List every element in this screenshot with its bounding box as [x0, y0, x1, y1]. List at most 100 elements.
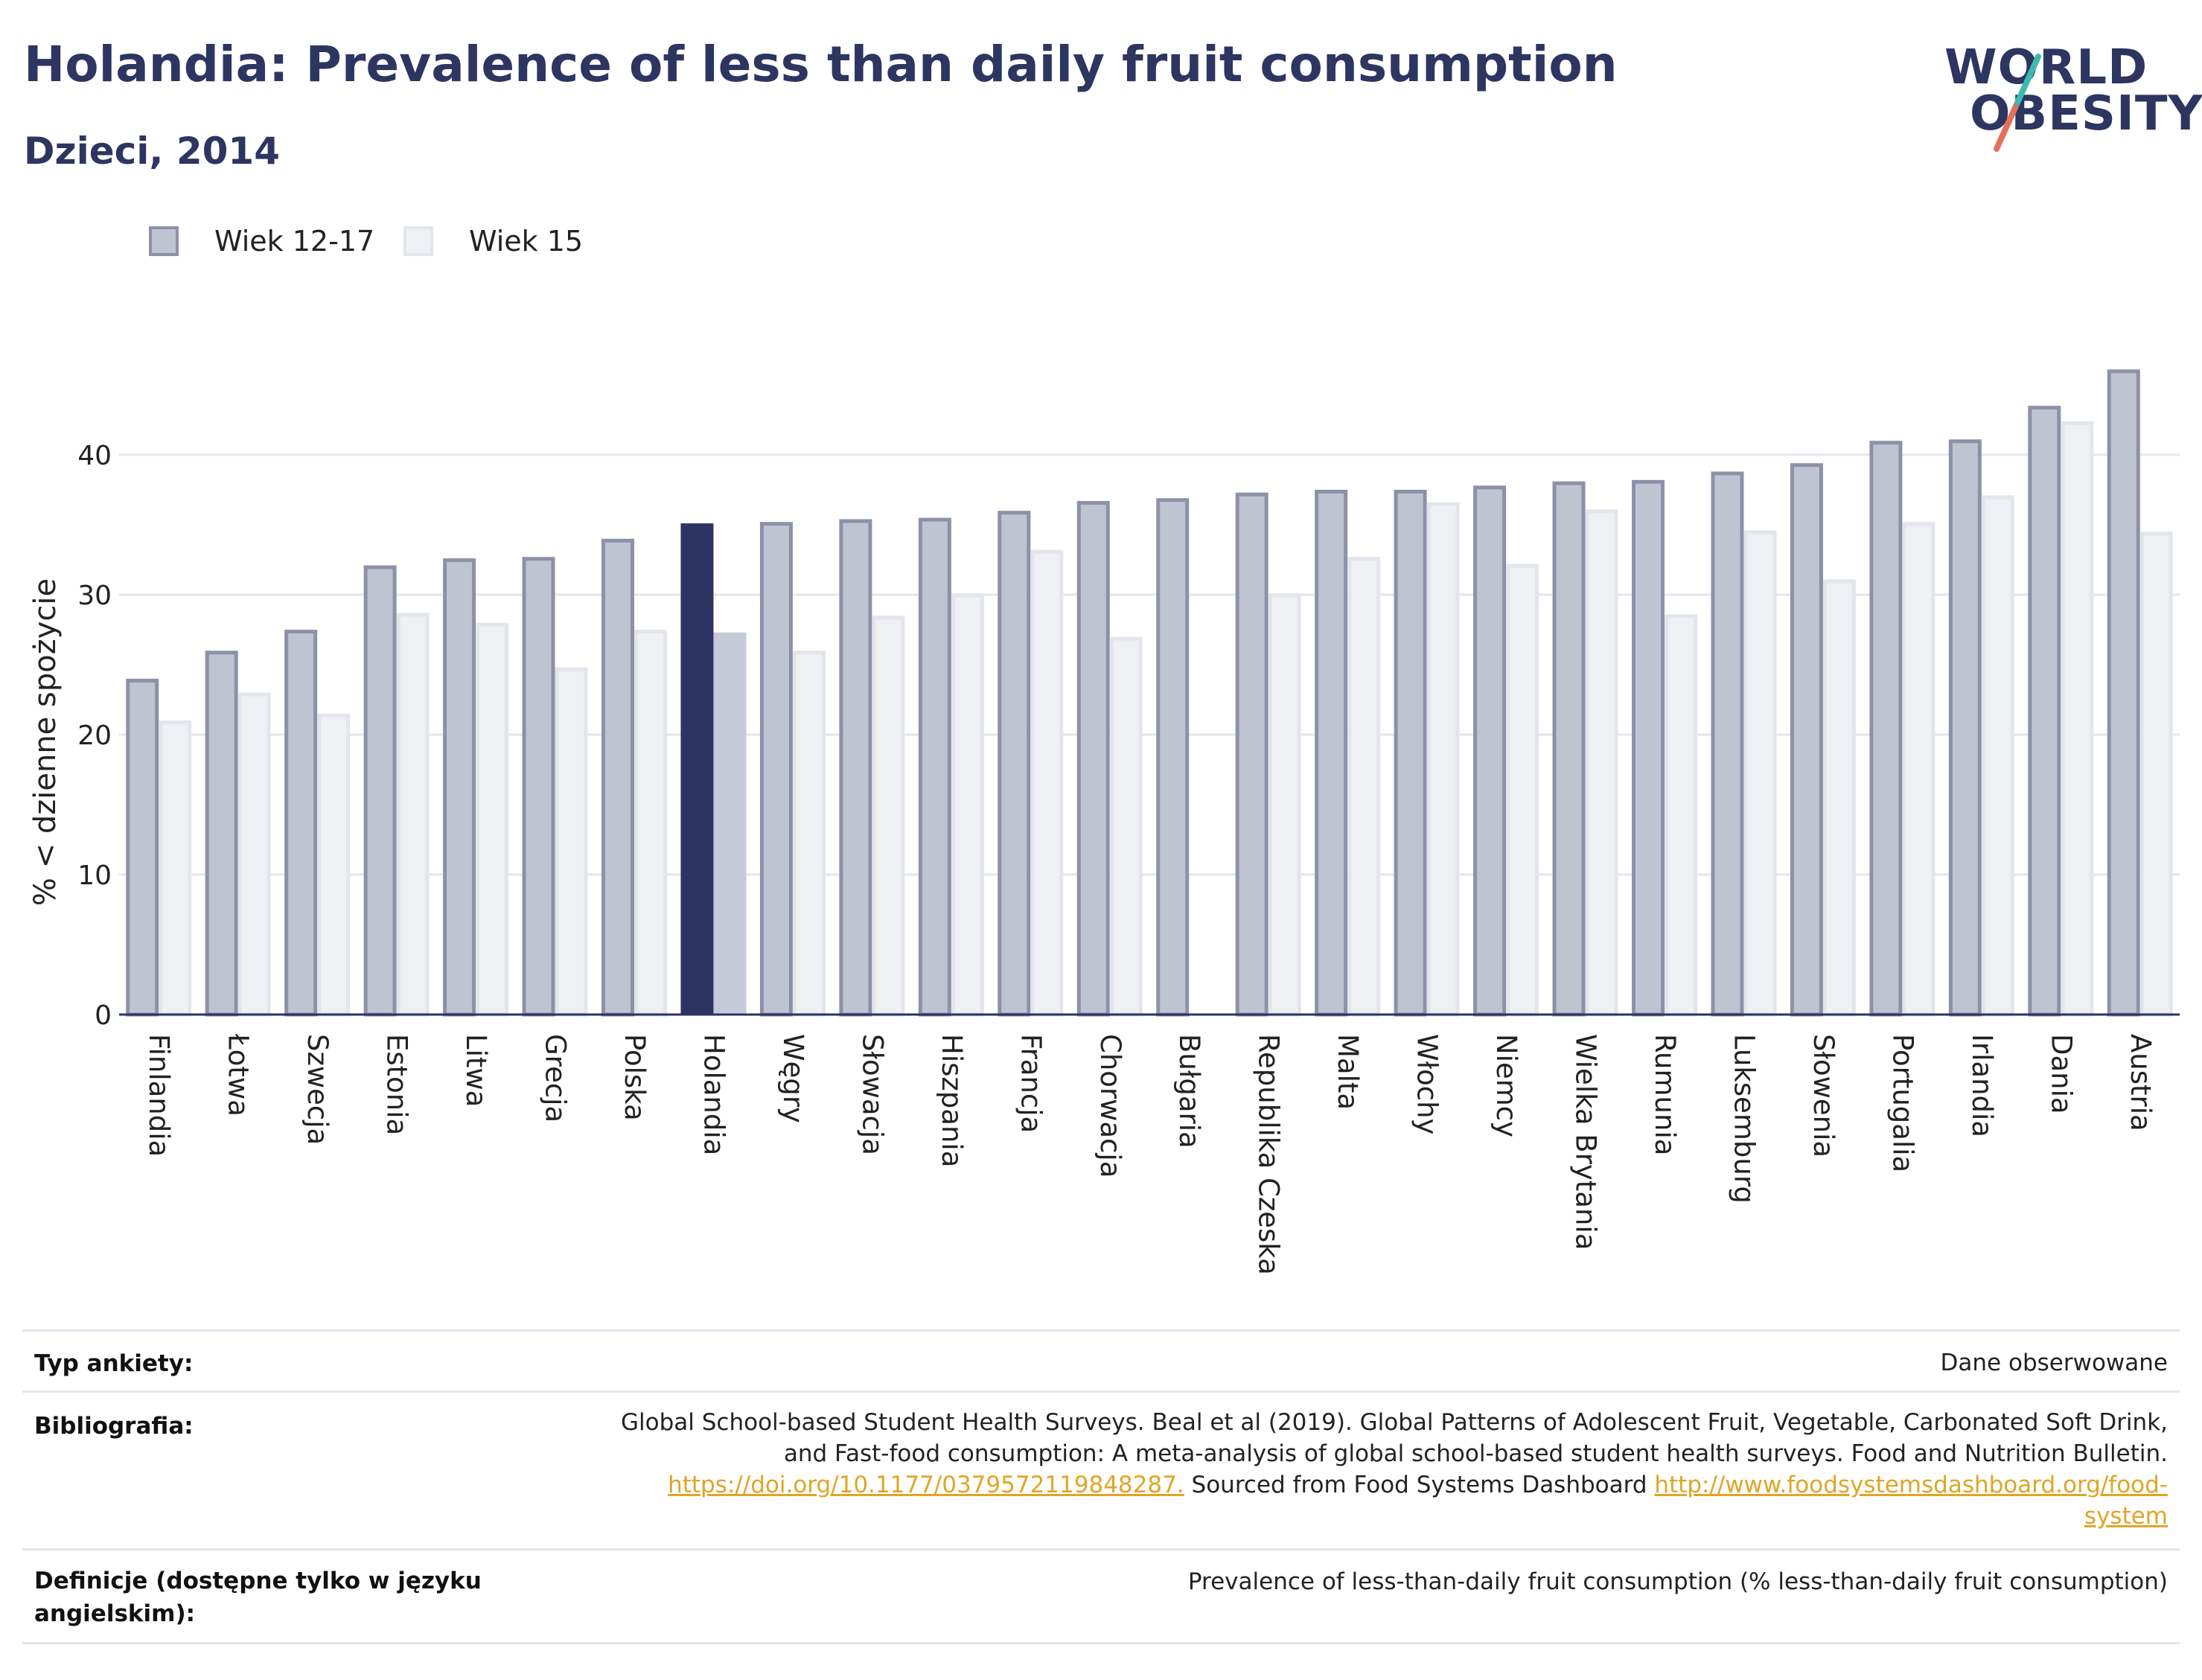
bar-series-2 — [1665, 614, 1697, 1017]
y-tick-label: 0 — [95, 1000, 112, 1031]
x-tick-label: Republika Czeska — [1253, 1034, 1285, 1275]
definition-label-line-1: Definicje (dostępne tylko w języku — [34, 1568, 482, 1594]
bar-series-1 — [918, 517, 951, 1017]
bar-series-2 — [951, 593, 984, 1017]
world-obesity-logo[interactable]: WORLD OBESITY — [1934, 37, 2202, 156]
legend-swatch-series-2 — [403, 226, 433, 256]
bar-series-1 — [759, 522, 793, 1017]
bar-series-2 — [1347, 557, 1381, 1017]
bar-series-2 — [1506, 563, 1539, 1017]
dashboard-link[interactable]: http://www.foodsystemsdashboard.org/food… — [1654, 1472, 2168, 1498]
x-tick-label: Chorwacja — [1094, 1034, 1126, 1178]
legend-item-series-1[interactable]: Wiek 12-17 — [149, 220, 374, 262]
bar-series-1 — [443, 558, 476, 1017]
bar-series-1 — [839, 519, 872, 1017]
bar-series-2 — [1030, 549, 1064, 1017]
bar-series-1 — [1711, 471, 1744, 1017]
bar-series-2 — [872, 616, 905, 1017]
bar-series-1 — [1869, 441, 1903, 1017]
bibliography-value: Global School-based Student Health Surve… — [621, 1407, 2168, 1532]
definition-label-line-2: angielskim): — [34, 1600, 196, 1627]
x-tick-label: Austria — [2125, 1034, 2157, 1131]
bibliography-line-1: Global School-based Student Health Surve… — [621, 1409, 2168, 1436]
bar-series-2 — [555, 667, 588, 1017]
x-tick-label: Grecja — [540, 1034, 572, 1122]
bar-series-2 — [1743, 530, 1777, 1017]
bar-series-1 — [1394, 490, 1427, 1017]
bar-series-2 — [1426, 502, 1460, 1017]
bar-series-1 — [2107, 369, 2140, 1017]
x-tick-label: Węgry — [777, 1034, 809, 1123]
bar-series-2 — [1268, 593, 1301, 1017]
x-tick-label: Słowacja — [856, 1034, 888, 1155]
x-tick-label: Wielka Brytania — [1570, 1034, 1602, 1250]
bar-series-1 — [126, 678, 159, 1017]
bar-series-1 — [1552, 481, 1586, 1017]
bibliography-line-4: system — [621, 1501, 2168, 1532]
x-tick-label: Szwecja — [301, 1034, 334, 1145]
bar-series-1 — [601, 538, 634, 1017]
bar-series-2 — [792, 651, 826, 1017]
x-tick-label: Luksemburg — [1728, 1034, 1760, 1204]
bibliography-line-3: https://doi.org/10.1177/0379572119848287… — [621, 1469, 2168, 1501]
y-tick-label: 40 — [77, 441, 112, 471]
bar-series-2 — [317, 713, 351, 1017]
bar-series-1 — [363, 565, 397, 1017]
survey-type-value: Dane obserwowane — [1940, 1350, 2168, 1376]
page-title: Holandia: Prevalence of less than daily … — [24, 36, 1618, 93]
footer-divider — [22, 1390, 2180, 1393]
bar-series-1 — [284, 630, 318, 1017]
y-tick-label: 10 — [77, 860, 112, 891]
doi-link[interactable]: https://doi.org/10.1177/0379572119848287… — [668, 1472, 1184, 1498]
bar-series-2 — [2061, 421, 2094, 1017]
x-tick-label: Hiszpania — [936, 1034, 968, 1167]
bar-series-2 — [1585, 509, 1618, 1017]
x-tick-label: Litwa — [460, 1034, 492, 1107]
x-tick-label: Portugalia — [1886, 1034, 1918, 1172]
bar-series-2 — [634, 630, 667, 1017]
x-tick-label: Irlandia — [1966, 1034, 1998, 1137]
legend-label-series-1: Wiek 12-17 — [214, 225, 375, 258]
bar-series-2 — [396, 613, 430, 1017]
bar-series-1 — [1156, 498, 1190, 1017]
logo-slash-icon — [1994, 54, 2041, 152]
footer-divider — [22, 1642, 2180, 1644]
x-tick-label: Dania — [2045, 1034, 2077, 1114]
x-tick-label: Malta — [1332, 1034, 1364, 1110]
dashboard-link-continued[interactable]: system — [2084, 1503, 2168, 1530]
bar-series-1 — [1790, 463, 1823, 1017]
x-tick-label: Bułgaria — [1173, 1034, 1205, 1149]
y-axis-title: % < dzienne spożycie — [28, 578, 63, 906]
bar-series-1 — [1473, 485, 1507, 1017]
footer-divider — [22, 1548, 2180, 1550]
x-tick-label: Włochy — [1411, 1034, 1443, 1134]
survey-type-label: Typ ankiety: — [34, 1350, 194, 1377]
bar-series-1 — [680, 523, 714, 1015]
bar-series-1 — [998, 511, 1031, 1017]
bar-series-2 — [2139, 531, 2173, 1017]
x-tick-label: Estonia — [381, 1034, 413, 1135]
definition-label: Definicje (dostępne tylko w języku angie… — [34, 1565, 482, 1630]
bar-series-1 — [1315, 490, 1348, 1017]
bar-series-2 — [1981, 495, 2014, 1017]
legend-swatch-series-1 — [149, 226, 179, 256]
page-subtitle: Dzieci, 2014 — [24, 130, 280, 173]
bar-series-2 — [1822, 579, 1856, 1017]
bar-series-1 — [205, 651, 238, 1017]
bibliography-mid-text: Sourced from Food Systems Dashboard — [1184, 1472, 1655, 1498]
legend-item-series-2[interactable]: Wiek 15 — [403, 220, 583, 262]
x-tick-label: Polska — [619, 1034, 651, 1121]
bar-series-2 — [159, 721, 192, 1017]
legend-label-series-2: Wiek 15 — [469, 225, 584, 258]
x-tick-label: Finlandia — [143, 1034, 175, 1157]
bar-series-2 — [476, 622, 509, 1017]
y-tick-label: 20 — [77, 721, 112, 751]
x-tick-label: Holandia — [698, 1034, 730, 1155]
x-tick-label: Francja — [1015, 1034, 1047, 1133]
logo-line-2: OBESITY — [1970, 86, 2202, 141]
bar-series-1 — [1076, 501, 1110, 1017]
y-tick-label: 30 — [77, 581, 112, 611]
definition-value: Prevalence of less-than-daily fruit cons… — [1187, 1568, 2168, 1595]
bar-series-2 — [1902, 522, 1935, 1017]
bar-series-1 — [1632, 479, 1665, 1017]
